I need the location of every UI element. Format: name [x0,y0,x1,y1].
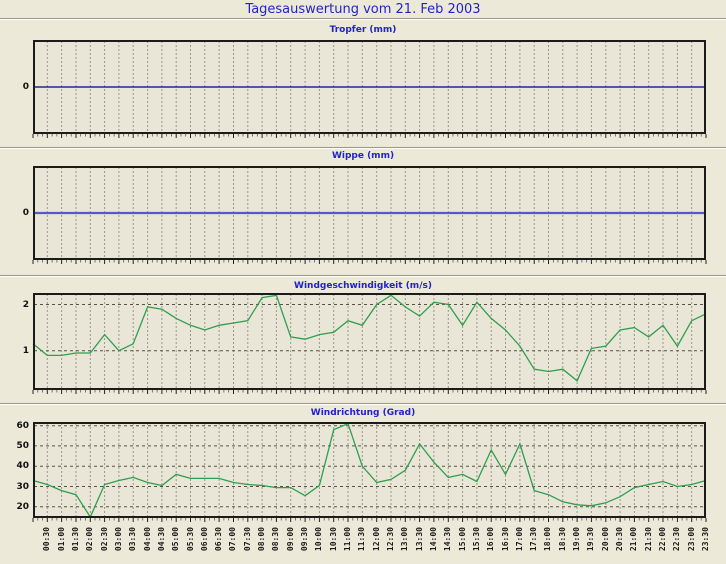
minor-ticks [37,260,702,263]
data-line [32,294,707,382]
x-axis-label: 05:00 [171,527,181,552]
x-axis-label: 03:00 [113,527,123,552]
x-axis-label: 09:30 [300,527,310,552]
x-axis-label: 19:30 [586,527,596,552]
data-line [32,422,707,519]
y-axis-label: 0 [22,82,29,92]
x-axis-label: 20:00 [600,527,610,552]
page-title: Tagesauswertung vom 21. Feb 2003 [245,2,481,17]
plot-border [33,293,706,390]
x-axis-label: 18:30 [557,527,567,552]
y-axis-label: 40 [16,461,29,472]
x-axis-label: 09:00 [285,527,295,552]
major-ticks [32,134,707,138]
x-axis-label: 23:30 [701,527,710,552]
x-axis-label: 21:00 [629,527,639,552]
x-axis-label: 01:00 [56,527,66,552]
minor-ticks [37,134,702,137]
x-axis-label: 02:30 [99,527,109,552]
chart-title-wippe: Wippe (mm) [331,151,395,161]
major-ticks [32,390,707,394]
x-axis-label: 01:30 [70,527,80,552]
plot-area [33,293,706,390]
x-axis-label: 07:30 [242,527,252,552]
x-axis-label: 17:30 [529,527,539,552]
x-axis-label: 00:30 [42,527,52,552]
y-axis-label: 30 [16,481,29,492]
x-axis-label: 12:30 [385,527,395,552]
plot-border [33,40,706,134]
plot-windrichtung [32,422,707,522]
x-axis-label: 06:00 [199,527,209,552]
x-axis-label: 22:00 [658,527,668,552]
y-axis-label: 50 [16,440,29,451]
x-axis-label: 11:30 [357,527,367,552]
minor-ticks [37,390,702,393]
x-axis-label: 12:00 [371,527,381,552]
chart-title-tropfer: Tropfer (mm) [329,25,397,35]
x-axis-label: 14:30 [443,527,453,552]
chart-title-windgeschwindigkeit: Windgeschwindigkeit (m/s) [294,281,432,291]
y-axis-label: 20 [16,501,29,512]
x-axis-label: 02:00 [85,527,95,552]
x-axis-label: 21:30 [643,527,653,552]
divider [0,275,726,277]
plot-area [33,422,706,518]
x-axis-label: 07:00 [228,527,238,552]
x-axis-label: 17:00 [514,527,524,552]
chart-title-windrichtung: Windrichtung (Grad) [310,408,416,418]
x-axis-label: 18:00 [543,527,553,552]
horizontal-gridlines [34,304,705,352]
major-ticks [32,518,707,522]
divider [0,147,726,149]
x-axis-label: 08:00 [257,527,267,552]
x-axis-label: 10:30 [328,527,338,552]
x-axis-label: 11:00 [343,527,353,552]
x-axis-label: 15:00 [457,527,467,552]
x-axis-label: 06:30 [214,527,224,552]
x-axis-label: 13:00 [400,527,410,552]
divider [0,403,726,405]
y-axis-label: 2 [22,299,29,310]
x-axis-label: 03:30 [128,527,138,552]
x-axis-label: 05:30 [185,527,195,552]
y-axis-label: 1 [22,345,29,356]
plot-tropfer [32,40,707,138]
x-axis-label: 10:00 [314,527,324,552]
x-axis-label: 14:00 [428,527,438,552]
minor-ticks [37,518,702,521]
x-axis-label: 04:00 [142,527,152,552]
x-axis-label: 15:30 [471,527,481,552]
major-ticks [32,260,707,264]
x-axis-label: 08:30 [271,527,281,552]
x-axis-label: 23:00 [686,527,696,552]
plot-wippe [32,166,707,264]
y-axis-label: 0 [22,208,29,218]
y-axis-label: 60 [16,420,29,431]
plot-border [33,166,706,260]
divider [0,18,726,20]
x-axis-label: 13:30 [414,527,424,552]
plot-border [33,422,706,518]
x-axis-label: 20:30 [615,527,625,552]
x-axis-label: 04:30 [156,527,166,552]
x-axis-label: 22:30 [672,527,682,552]
plot-windgeschwindigkeit [32,293,707,394]
x-axis-label: 16:00 [486,527,496,552]
x-axis-label: 19:00 [572,527,582,552]
x-axis-label: 16:30 [500,527,510,552]
